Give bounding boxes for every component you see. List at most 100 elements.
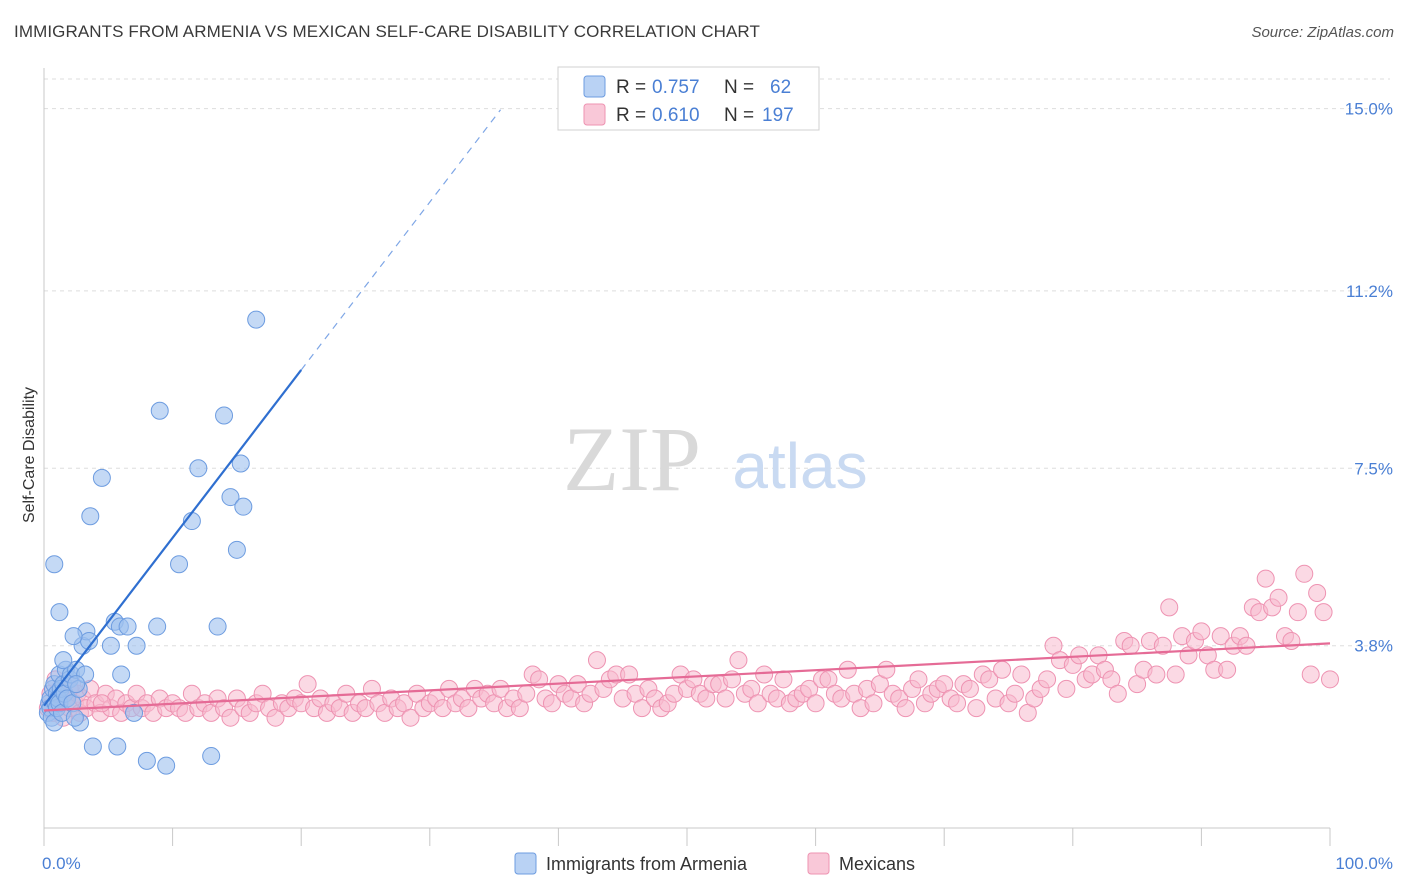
legend-r-armenia: 0.757 xyxy=(652,77,700,98)
point-mexicans-155 xyxy=(967,699,986,718)
point-mexicans-146 xyxy=(909,670,928,689)
point-mexicans-141 xyxy=(877,660,896,679)
point-mexicans-121 xyxy=(748,694,767,713)
point-armenia-41 xyxy=(112,665,131,684)
point-armenia-36 xyxy=(81,507,100,526)
point-armenia-38 xyxy=(101,636,120,655)
gridlines xyxy=(44,78,1390,647)
bottom-legend-swatch-mexicans xyxy=(807,852,830,875)
point-mexicans-152 xyxy=(948,694,967,713)
series-armenia-points xyxy=(38,310,266,775)
point-mexicans-39 xyxy=(221,708,240,727)
watermark-zip: ZIP xyxy=(563,408,701,510)
point-armenia-54 xyxy=(247,310,266,329)
point-mexicans-67 xyxy=(401,708,420,727)
point-mexicans-197 xyxy=(1237,636,1256,655)
point-mexicans-206 xyxy=(1295,564,1314,583)
y-tick-labels: 3.8% 7.5% 11.2% 15.0% xyxy=(1345,100,1393,656)
legend-top: R = 0.757 N = 62 R = 0.610 N = 197 xyxy=(557,66,820,131)
point-armenia-55 xyxy=(221,488,240,507)
point-armenia-51 xyxy=(189,459,208,478)
legend-swatch-armenia xyxy=(583,75,606,98)
point-mexicans-194 xyxy=(1218,660,1237,679)
point-mexicans-154 xyxy=(960,679,979,698)
point-mexicans-212 xyxy=(92,694,111,713)
point-armenia-29 xyxy=(65,708,84,727)
bottom-legend-swatch-armenia xyxy=(514,852,537,875)
point-mexicans-208 xyxy=(1308,583,1327,602)
x-tick-labels: 0.0% 100.0% xyxy=(42,854,1393,873)
point-mexicans-190 xyxy=(1192,622,1211,641)
svg-text:N =: N = xyxy=(724,77,754,98)
point-mexicans-103 xyxy=(632,699,651,718)
watermark-atlas: atlas xyxy=(732,430,867,502)
point-armenia-48 xyxy=(108,737,127,756)
point-mexicans-139 xyxy=(864,694,883,713)
trend-line-mexicans xyxy=(43,642,1331,712)
point-mexicans-209 xyxy=(1314,603,1333,622)
series-mexicans-points xyxy=(38,564,1339,727)
chart-source: Source: ZipAtlas.com xyxy=(1251,24,1394,41)
point-mexicans-186 xyxy=(1166,665,1185,684)
x-tick-label-0: 0.0% xyxy=(42,854,81,873)
trend-line-armenia xyxy=(43,369,303,707)
point-mexicans-81 xyxy=(491,679,510,698)
point-mexicans-130 xyxy=(806,694,825,713)
point-armenia-28 xyxy=(54,651,73,670)
point-mexicans-184 xyxy=(1153,636,1172,655)
legend-n-mexicans: 197 xyxy=(762,105,794,126)
y-tick-label-2: 11.2% xyxy=(1346,282,1393,301)
point-mexicans-202 xyxy=(1269,588,1288,607)
point-armenia-47 xyxy=(157,756,176,775)
point-mexicans-161 xyxy=(1005,684,1024,703)
bottom-legend-label-armenia: Immigrants from Armenia xyxy=(546,854,748,874)
point-armenia-61 xyxy=(83,737,102,756)
legend-swatch-mexicans xyxy=(583,103,606,126)
trend-line-armenia-extension xyxy=(300,109,502,371)
point-armenia-34 xyxy=(67,675,86,694)
point-armenia-37 xyxy=(92,468,111,487)
point-armenia-60 xyxy=(208,617,227,636)
y-tick-label-3: 15.0% xyxy=(1345,100,1393,119)
point-armenia-45 xyxy=(137,751,156,770)
bottom-legend-label-mexicans: Mexicans xyxy=(839,854,915,874)
point-armenia-49 xyxy=(170,555,189,574)
point-mexicans-210 xyxy=(1321,670,1339,689)
point-armenia-33 xyxy=(50,603,69,622)
point-mexicans-85 xyxy=(517,684,536,703)
x-tick-label-1: 100.0% xyxy=(1335,854,1393,873)
point-mexicans-193 xyxy=(1211,627,1230,646)
point-mexicans-89 xyxy=(542,694,561,713)
point-mexicans-204 xyxy=(1282,631,1301,650)
point-armenia-44 xyxy=(125,703,144,722)
point-mexicans-118 xyxy=(729,651,748,670)
chart-title: IMMIGRANTS FROM ARMENIA VS MEXICAN SELF-… xyxy=(14,22,760,41)
point-mexicans-144 xyxy=(896,699,915,718)
point-mexicans-185 xyxy=(1160,598,1179,617)
trend-lines xyxy=(43,109,1331,712)
point-armenia-57 xyxy=(227,540,246,559)
point-mexicans-157 xyxy=(980,670,999,689)
point-armenia-43 xyxy=(127,636,146,655)
y-tick-label-1: 7.5% xyxy=(1354,459,1393,478)
legend-n-armenia: 62 xyxy=(770,77,791,98)
point-armenia-56 xyxy=(234,497,253,516)
point-mexicans-183 xyxy=(1147,665,1166,684)
point-mexicans-162 xyxy=(1012,665,1031,684)
point-mexicans-116 xyxy=(716,689,735,708)
point-armenia-53 xyxy=(215,406,234,425)
point-armenia-52 xyxy=(202,747,221,766)
point-mexicans-166 xyxy=(1038,670,1057,689)
point-armenia-58 xyxy=(231,454,250,473)
point-armenia-59 xyxy=(150,401,169,420)
point-mexicans-96 xyxy=(587,651,606,670)
point-mexicans-169 xyxy=(1057,679,1076,698)
point-mexicans-125 xyxy=(774,670,793,689)
point-mexicans-51 xyxy=(298,675,317,694)
point-mexicans-76 xyxy=(459,699,478,718)
point-armenia-42 xyxy=(118,617,137,636)
point-mexicans-205 xyxy=(1288,603,1307,622)
y-tick-label-0: 3.8% xyxy=(1354,637,1393,656)
svg-text:N =: N = xyxy=(724,105,754,126)
